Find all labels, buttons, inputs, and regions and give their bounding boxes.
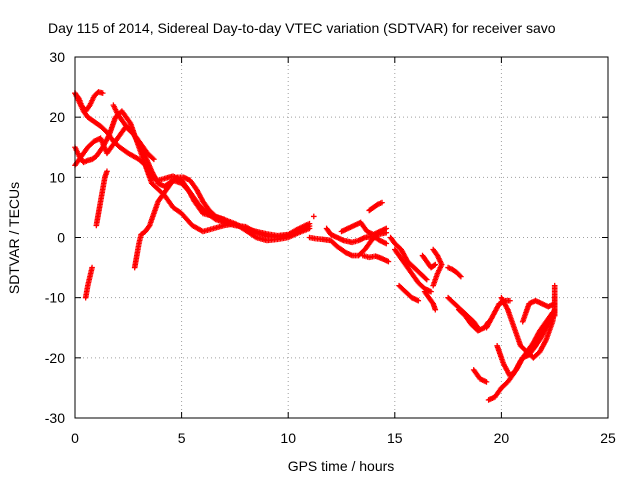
series-track-m xyxy=(366,199,385,214)
y-axis-title: SDTVAR / TECUs xyxy=(6,182,22,294)
series-track-x xyxy=(483,297,513,331)
grid xyxy=(75,57,608,418)
series-track-s xyxy=(419,252,439,271)
series-track-p xyxy=(392,246,434,295)
data-point xyxy=(385,258,392,265)
data-point xyxy=(430,282,436,289)
series-track-t xyxy=(421,288,439,313)
data-point xyxy=(306,223,313,229)
series-track-w xyxy=(455,306,492,334)
data-marks xyxy=(72,89,558,403)
x-axis-title: GPS time / hours xyxy=(288,458,395,474)
series-track-j xyxy=(306,229,390,259)
x-tick-label: 5 xyxy=(178,430,186,446)
x-tick-label: 20 xyxy=(494,430,510,446)
data-point xyxy=(379,199,385,206)
x-tick-label: 25 xyxy=(600,430,616,446)
data-point xyxy=(432,261,439,268)
series-track-g xyxy=(110,102,157,163)
series-track-y xyxy=(470,367,490,385)
data-point xyxy=(431,262,438,269)
series-track-ab xyxy=(498,294,556,355)
y-tick-label: -20 xyxy=(45,350,65,366)
series-track-o xyxy=(387,234,430,283)
data-point xyxy=(457,272,463,279)
series-track-ad xyxy=(524,306,558,361)
y-tick-label: -10 xyxy=(45,290,65,306)
y-tick-label: -30 xyxy=(45,410,65,426)
series-track-a xyxy=(72,90,313,239)
series-track-k xyxy=(323,225,390,247)
x-tick-label: 0 xyxy=(71,430,79,446)
data-point xyxy=(428,288,434,295)
data-point xyxy=(423,276,430,283)
data-point xyxy=(383,225,390,232)
data-point xyxy=(415,297,422,304)
series-track-i xyxy=(310,213,317,220)
series-track-h xyxy=(131,174,228,271)
x-tick-label: 10 xyxy=(280,430,296,446)
x-tick-label: 15 xyxy=(387,430,403,446)
series-track-c xyxy=(72,123,313,240)
data-point xyxy=(173,175,180,182)
y-tick-label: 0 xyxy=(57,230,65,246)
data-point xyxy=(99,90,106,96)
series-track-e xyxy=(82,264,95,301)
data-point xyxy=(458,273,464,280)
y-tick-label: 30 xyxy=(49,49,65,65)
series-track-l xyxy=(338,219,390,238)
data-point xyxy=(422,275,429,282)
data-point xyxy=(89,264,95,271)
data-point xyxy=(150,155,156,162)
series-track-ac xyxy=(519,297,558,325)
axes: 0 5 10 15 20 25 -30 -20 -10 0 10 20 30 xyxy=(45,49,616,446)
series-track-ae xyxy=(551,282,558,319)
y-tick-label: 10 xyxy=(49,169,65,185)
series-track-u xyxy=(445,264,464,280)
series-track-q xyxy=(396,282,422,304)
series-track-b xyxy=(72,108,313,244)
data-point xyxy=(221,216,228,223)
y-tick-label: 20 xyxy=(49,109,65,125)
data-point xyxy=(551,312,558,319)
series-track-r xyxy=(430,246,445,289)
data-point xyxy=(383,240,390,247)
series-track-f xyxy=(93,168,110,229)
data-point xyxy=(432,306,439,313)
data-point xyxy=(310,213,317,220)
chart-title: Day 115 of 2014, Sidereal Day-to-day VTE… xyxy=(48,20,556,36)
data-point xyxy=(507,297,513,304)
data-point xyxy=(104,168,110,175)
series-track-n xyxy=(360,252,392,265)
data-point xyxy=(483,379,490,385)
data-point xyxy=(151,156,157,163)
